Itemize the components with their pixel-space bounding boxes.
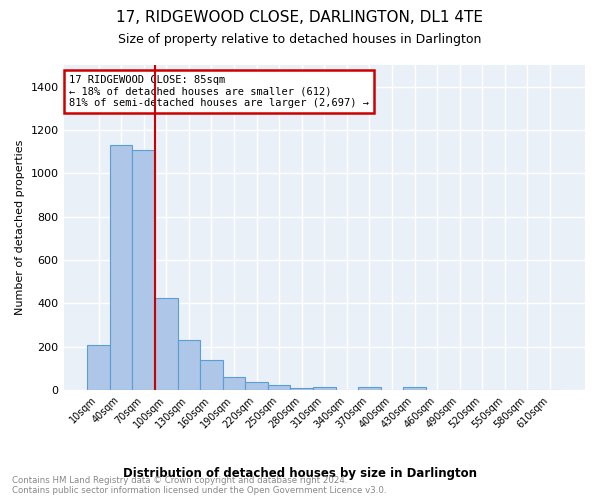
Text: Distribution of detached houses by size in Darlington: Distribution of detached houses by size … xyxy=(123,468,477,480)
Bar xyxy=(155,298,178,390)
Text: Contains HM Land Registry data © Crown copyright and database right 2024.: Contains HM Land Registry data © Crown c… xyxy=(12,476,347,485)
Y-axis label: Number of detached properties: Number of detached properties xyxy=(15,140,25,316)
Text: Size of property relative to detached houses in Darlington: Size of property relative to detached ho… xyxy=(118,32,482,46)
Bar xyxy=(178,340,200,390)
Bar xyxy=(313,388,335,390)
Bar xyxy=(403,388,426,390)
Text: 17 RIDGEWOOD CLOSE: 85sqm
← 18% of detached houses are smaller (612)
81% of semi: 17 RIDGEWOOD CLOSE: 85sqm ← 18% of detac… xyxy=(69,75,369,108)
Bar xyxy=(110,145,133,390)
Bar xyxy=(290,388,313,390)
Bar xyxy=(223,377,245,390)
Bar xyxy=(200,360,223,390)
Text: 17, RIDGEWOOD CLOSE, DARLINGTON, DL1 4TE: 17, RIDGEWOOD CLOSE, DARLINGTON, DL1 4TE xyxy=(116,10,484,25)
Bar xyxy=(87,344,110,390)
Text: Contains public sector information licensed under the Open Government Licence v3: Contains public sector information licen… xyxy=(12,486,386,495)
Bar xyxy=(358,388,381,390)
Bar xyxy=(245,382,268,390)
Bar xyxy=(133,150,155,390)
Bar xyxy=(268,386,290,390)
